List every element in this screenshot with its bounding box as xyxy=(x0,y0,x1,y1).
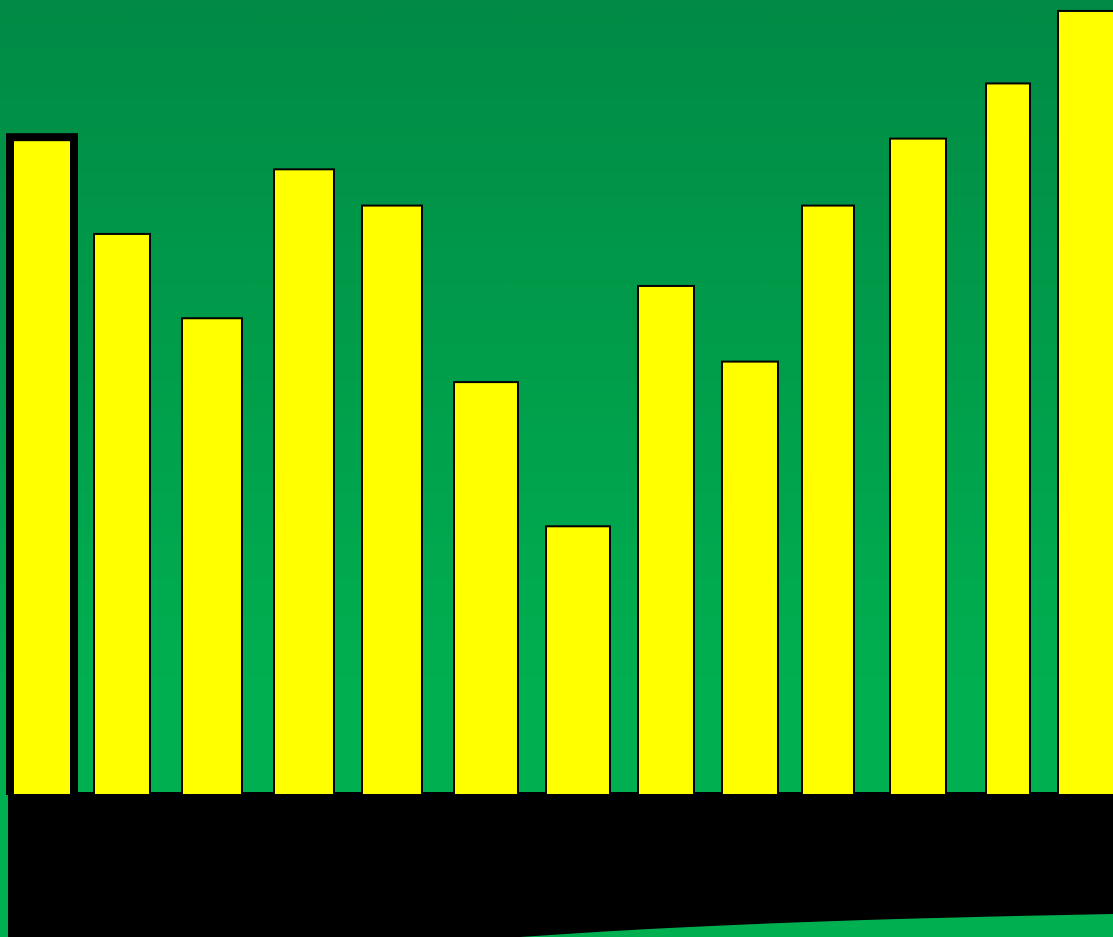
bar-5[interactable] xyxy=(361,204,423,797)
bar-3[interactable] xyxy=(181,317,243,796)
bar-1[interactable] xyxy=(12,139,72,796)
bar-12[interactable] xyxy=(985,82,1031,797)
chart-base xyxy=(8,792,1113,937)
bar-2[interactable] xyxy=(93,232,151,797)
bar-13[interactable] xyxy=(1057,9,1113,796)
bar-8[interactable] xyxy=(637,284,695,796)
bar-10[interactable] xyxy=(801,204,855,797)
bar-11[interactable] xyxy=(889,137,947,796)
bar-7[interactable] xyxy=(545,525,611,796)
bar-6[interactable] xyxy=(453,381,519,796)
bar-9[interactable] xyxy=(721,360,779,796)
bar-4[interactable] xyxy=(273,168,335,796)
bars-group xyxy=(6,9,1113,797)
